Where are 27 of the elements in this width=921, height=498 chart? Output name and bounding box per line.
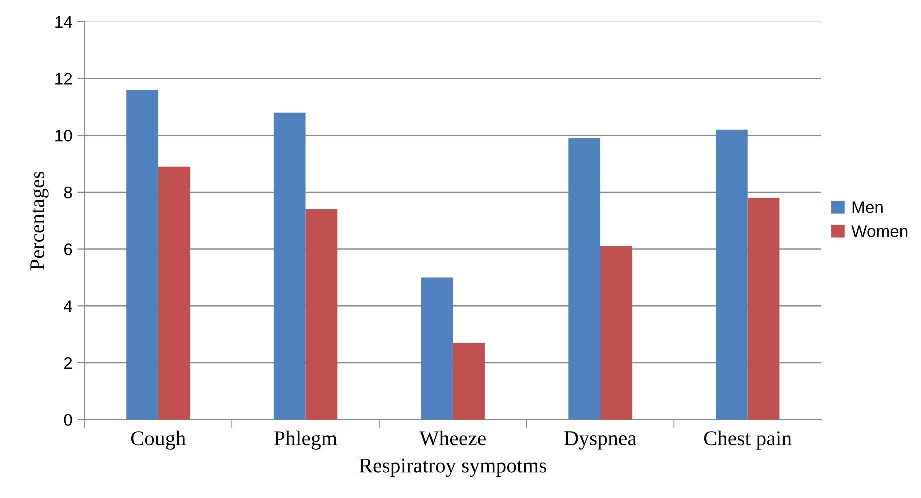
bar <box>421 278 454 420</box>
y-tick-label: 6 <box>64 244 72 256</box>
y-tick-label: 0 <box>64 414 72 426</box>
bar <box>158 166 190 420</box>
legend-label: Women <box>852 226 908 238</box>
y-tick-label: 10 <box>56 130 72 142</box>
y-tick-label: 4 <box>64 300 72 312</box>
y-axis-title: Percentages <box>30 172 49 270</box>
y-tick-label: 14 <box>56 16 72 28</box>
x-tick-label: Dyspnea <box>564 432 637 450</box>
bar <box>716 130 748 420</box>
x-tick-label: Cough <box>131 430 186 450</box>
y-tick-label: 8 <box>64 186 72 199</box>
x-tick-label: Chest pain <box>704 430 792 450</box>
x-tick-label: Wheeze <box>420 430 486 446</box>
y-tick-label: 2 <box>64 357 72 370</box>
bar <box>274 112 306 420</box>
legend-label: Men <box>852 202 883 214</box>
bar <box>748 198 780 420</box>
bar <box>306 209 338 420</box>
x-tick-label: Phlegm <box>274 430 338 450</box>
bar <box>126 90 158 420</box>
y-tick-label: 12 <box>56 73 72 85</box>
bar <box>453 343 485 420</box>
bar <box>600 246 632 420</box>
bar <box>568 138 600 420</box>
x-axis-title: Respiratroy sympotms <box>360 458 546 478</box>
